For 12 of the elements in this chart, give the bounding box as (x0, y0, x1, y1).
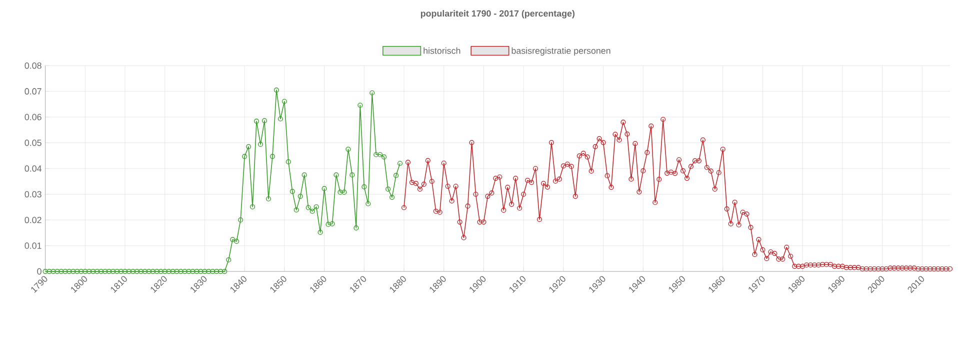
y-tick-label: 0.07 (24, 88, 42, 95)
chart-title: populariteit 1790 - 2017 (percentage) (420, 10, 574, 18)
legend-label: basisregistratie personen (512, 47, 610, 56)
y-tick-label: 0.08 (24, 62, 42, 69)
y-tick-label: 0.05 (24, 140, 42, 146)
y-tick-label: 0.02 (24, 216, 42, 224)
y-tick-label: 0.06 (24, 114, 42, 120)
y-tick-label: 0.03 (24, 191, 42, 198)
y-tick-label: 0.04 (24, 165, 42, 172)
y-tick-label: 0.01 (24, 242, 42, 249)
legend-label: historisch (424, 47, 460, 54)
y-tick-label: 0 (37, 268, 42, 275)
